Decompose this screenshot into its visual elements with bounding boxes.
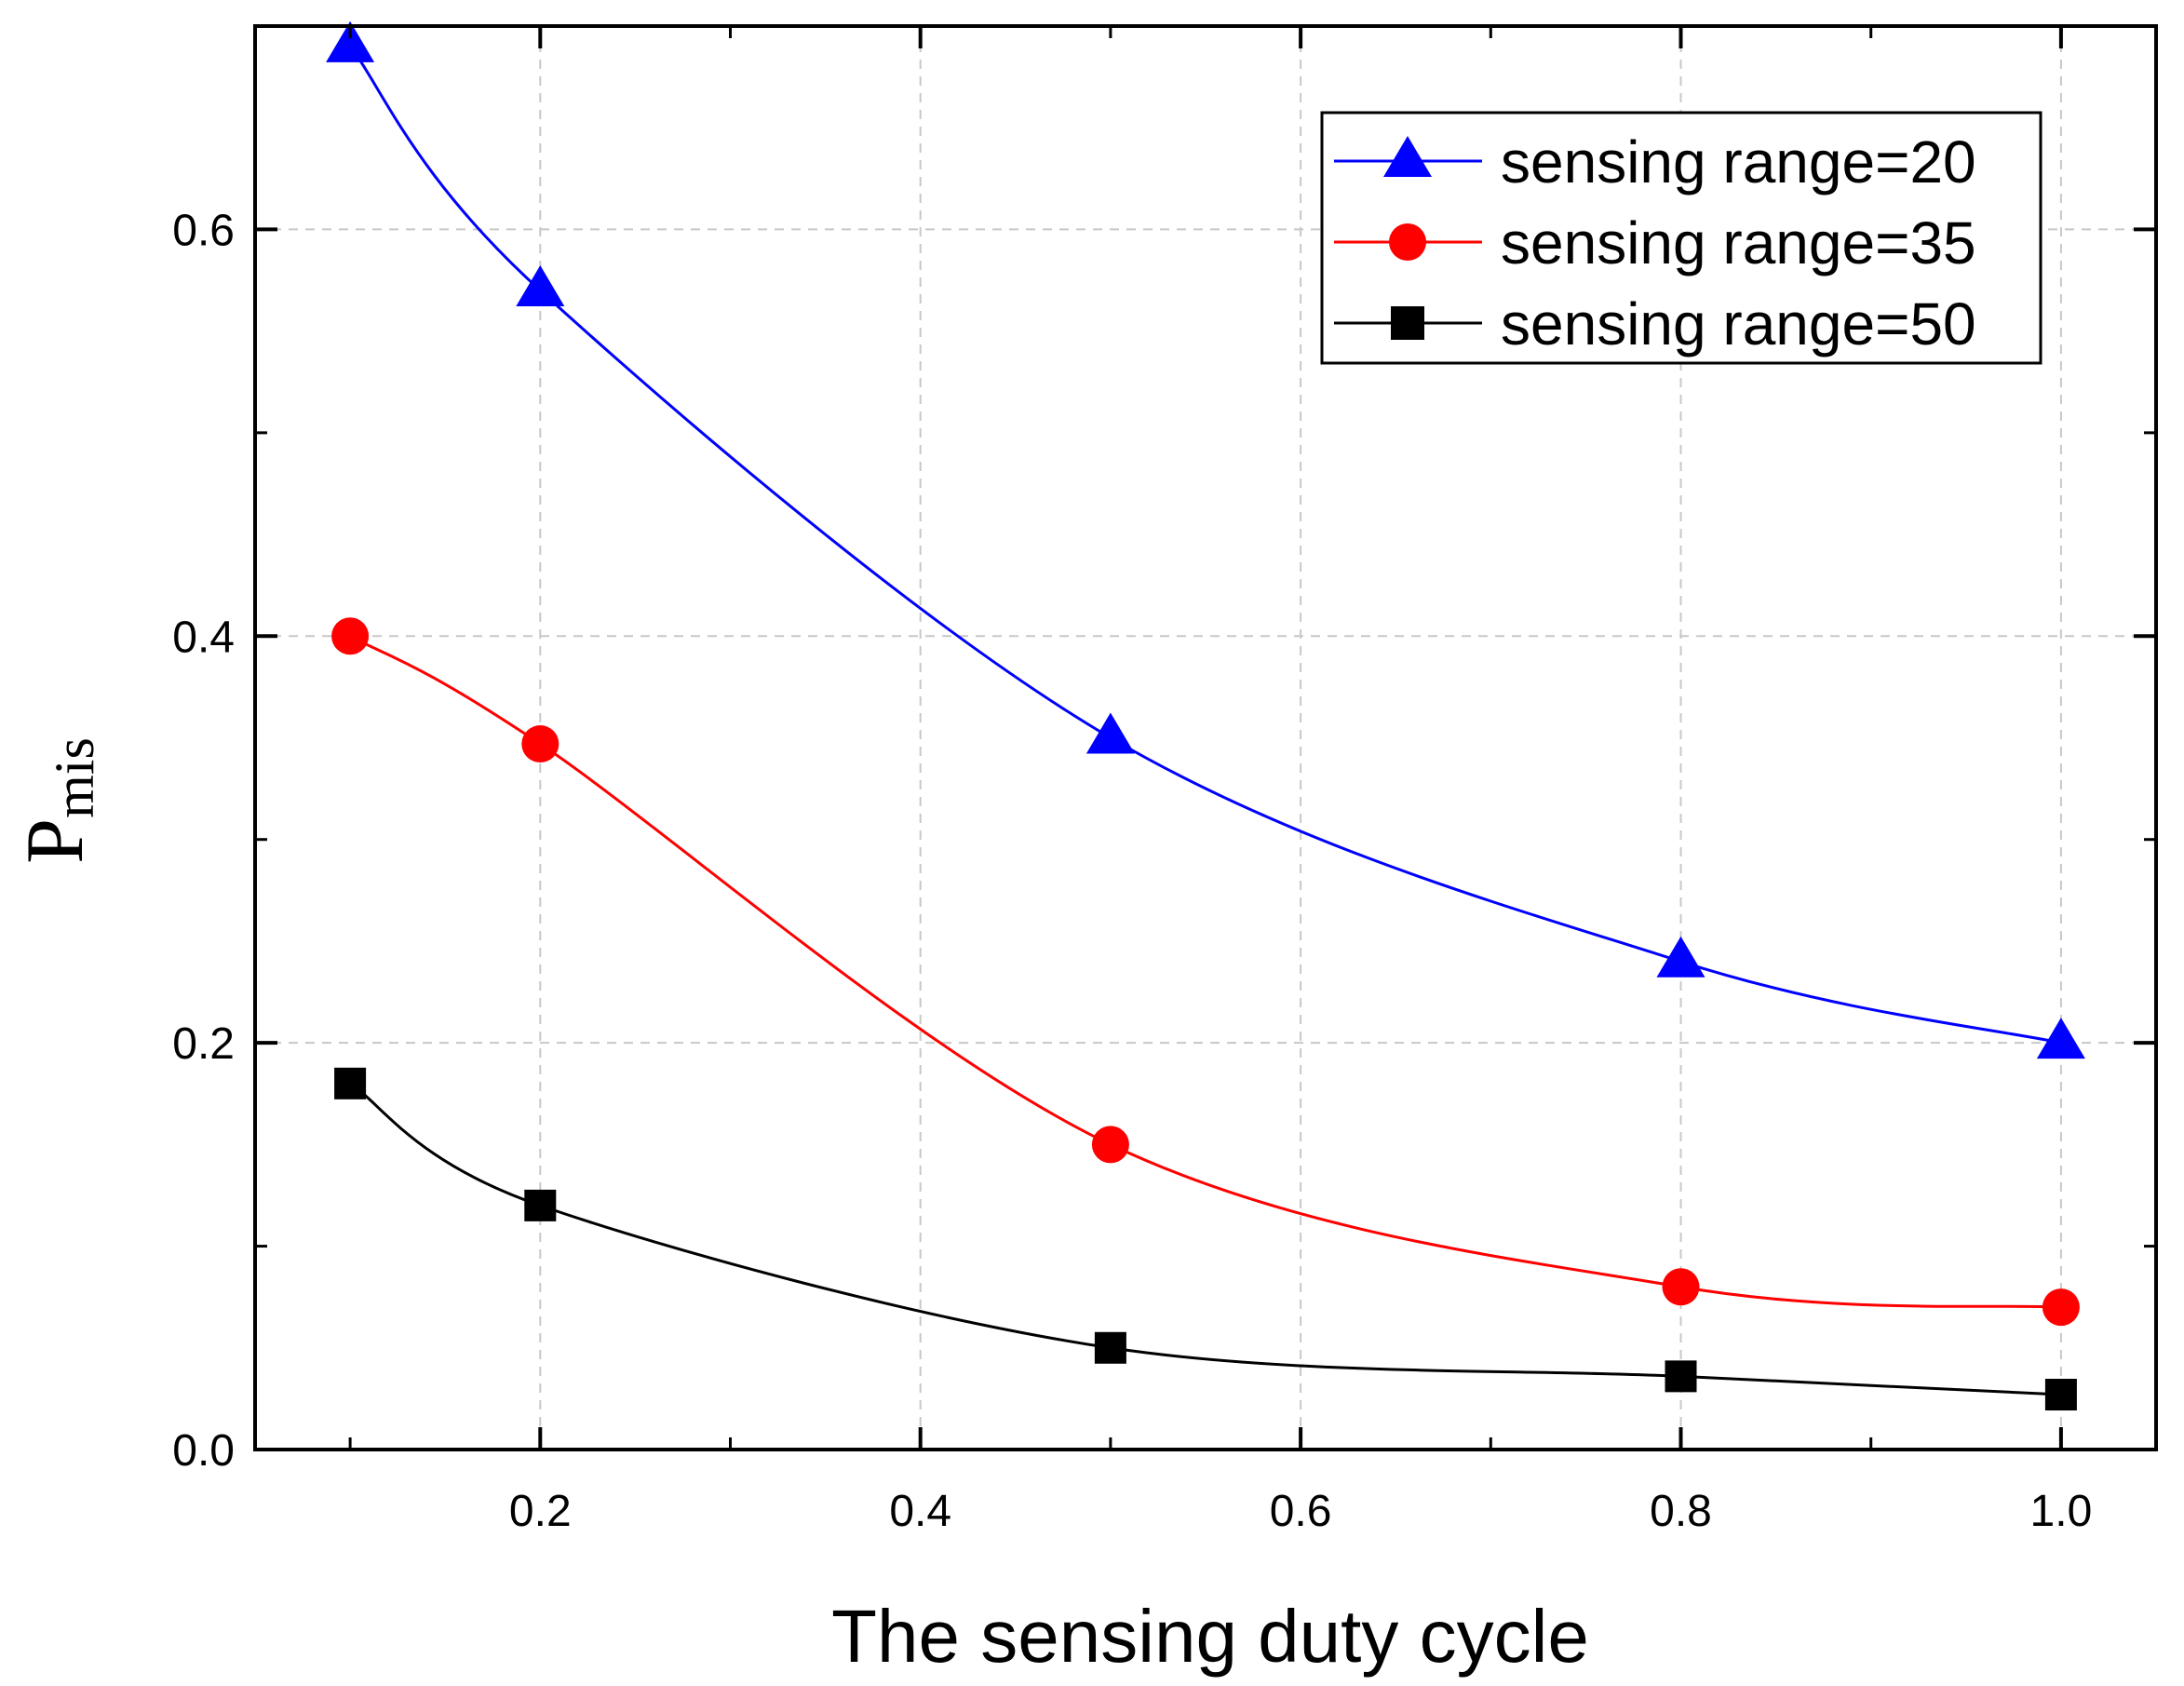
- legend-item-3: sensing range=50: [1334, 290, 1976, 357]
- data-point-circle: [521, 725, 559, 763]
- legend-marker-square: [1391, 306, 1424, 340]
- data-point-circle: [1091, 1126, 1129, 1164]
- series-2: [331, 617, 2080, 1327]
- data-point-triangle: [516, 264, 565, 306]
- axis-ticks: [255, 24, 2156, 1451]
- data-point-triangle: [1085, 712, 1135, 754]
- y-axis-title-main: P: [10, 818, 101, 864]
- legend-item-1: sensing range=20: [1334, 128, 1976, 196]
- data-point-square: [2044, 1379, 2077, 1411]
- plot-frame: [253, 24, 2158, 1451]
- y-tick-label: 0.0: [172, 1426, 235, 1476]
- data-point-circle: [331, 617, 370, 655]
- y-tick-label: 0.6: [172, 206, 235, 255]
- data-point-square: [1094, 1331, 1126, 1364]
- legend-box: [1320, 111, 2042, 365]
- series-3: [334, 1067, 2077, 1411]
- y-axis-title: Pmis: [10, 737, 105, 864]
- series-1: [326, 20, 2085, 1059]
- legend-marker-triangle: [1383, 136, 1432, 177]
- legend-label-3: sensing range=50: [1501, 290, 1976, 357]
- data-point-square: [1665, 1360, 1697, 1393]
- tick-labels: 0.2 0.4 0.6 0.8 1.0 0.0 0.2 0.4 0.6: [172, 206, 2092, 1536]
- legend-marker-circle: [1389, 223, 1426, 261]
- x-axis-title: The sensing duty cycle: [831, 1595, 1589, 1678]
- data-point-triangle: [2036, 1018, 2085, 1059]
- legend-label-2: sensing range=35: [1501, 209, 1976, 277]
- y-tick-label: 0.4: [172, 613, 235, 662]
- data-point-triangle: [326, 20, 375, 62]
- legend: sensing range=20 sensing range=35 sensin…: [1320, 111, 2042, 365]
- x-tick-label: 0.4: [889, 1487, 951, 1536]
- legend-item-2: sensing range=35: [1334, 209, 1976, 277]
- data-point-triangle: [1656, 936, 1705, 978]
- series-line-3: [349, 1082, 2061, 1396]
- data-point-square: [334, 1067, 367, 1099]
- x-tick-label: 0.2: [509, 1487, 572, 1536]
- data-point-circle: [1662, 1268, 1700, 1306]
- x-tick-label: 0.8: [1650, 1487, 1712, 1536]
- data-point-square: [524, 1189, 557, 1221]
- x-tick-label: 1.0: [2030, 1487, 2093, 1536]
- data-series: [326, 20, 2085, 1411]
- legend-label-1: sensing range=20: [1501, 128, 1976, 196]
- y-tick-label: 0.2: [172, 1019, 235, 1069]
- svg-text:Pmis: Pmis: [10, 737, 105, 864]
- x-tick-label: 0.6: [1270, 1487, 1332, 1536]
- y-axis-title-sub: mis: [44, 737, 105, 818]
- data-point-circle: [2042, 1288, 2080, 1327]
